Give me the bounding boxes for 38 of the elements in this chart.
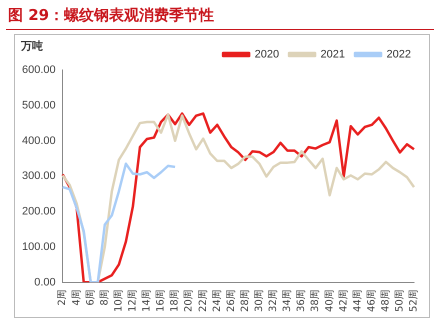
x-tick-label: 18周 (170, 289, 181, 312)
x-tick-label: 44周 (352, 289, 364, 312)
x-tick-label: 50周 (394, 289, 406, 312)
x-tick-label: 28周 (240, 289, 251, 312)
y-tick-label: 600.00 (22, 64, 56, 76)
legend-label: 2022 (386, 48, 412, 61)
x-tick-label: 52周 (408, 289, 420, 312)
x-tick-label: 2周 (57, 289, 68, 306)
x-tick-label: 4周 (71, 289, 82, 306)
y-tick-label: 500.00 (22, 99, 56, 112)
x-tick-label: 26周 (226, 289, 237, 312)
y-tick-label: 100.00 (22, 240, 56, 253)
x-tick-label: 14周 (142, 289, 153, 312)
x-tick-label: 10周 (113, 289, 124, 312)
x-tick-label: 12周 (128, 289, 139, 312)
legend-label: 2021 (320, 48, 346, 61)
legend-label: 2020 (254, 48, 280, 61)
x-tick-label: 48周 (380, 289, 392, 312)
y-axis-title: 万吨 (20, 39, 43, 52)
x-tick-label: 38周 (310, 289, 322, 312)
x-tick-label: 30周 (254, 289, 265, 312)
x-tick-label: 24周 (212, 289, 223, 312)
x-tick-label: 46周 (366, 289, 378, 312)
chart-title: 图 29：螺纹钢表观消费季节性 (8, 6, 214, 25)
x-tick-label: 32周 (268, 289, 280, 312)
y-tick-label: 300.00 (22, 170, 56, 182)
x-tick-label: 22周 (198, 289, 209, 312)
y-tick-label: 400.00 (22, 134, 56, 147)
x-tick-label: 16周 (156, 289, 167, 312)
x-tick-label: 40周 (324, 289, 336, 312)
x-tick-label: 8周 (99, 289, 110, 306)
x-tick-label: 20周 (184, 289, 195, 312)
x-tick-label: 34周 (282, 289, 294, 312)
x-tick-label: 42周 (338, 289, 350, 312)
y-tick-label: 200.00 (22, 206, 56, 218)
x-tick-label: 6周 (85, 289, 96, 306)
y-tick-label: 0.00 (34, 276, 56, 288)
x-tick-label: 36周 (296, 289, 308, 312)
